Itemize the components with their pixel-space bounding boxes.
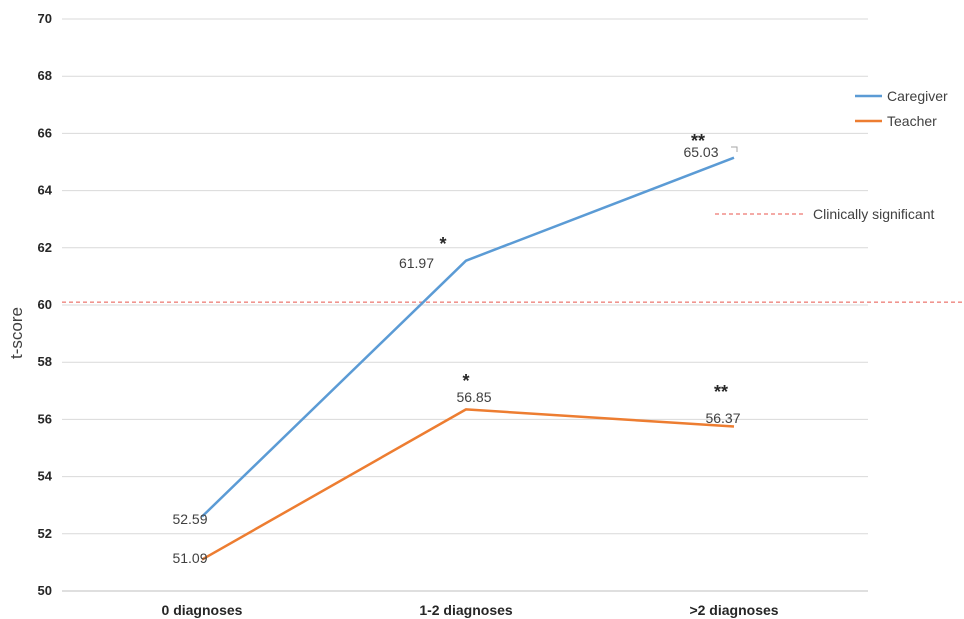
y-tick-label: 58: [38, 354, 52, 369]
y-tick-label: 62: [38, 240, 52, 255]
y-tick-label: 64: [38, 183, 53, 198]
x-tick-label: >2 diagnoses: [689, 602, 778, 618]
series-lines: [201, 156, 735, 561]
significance-marker: **: [691, 131, 705, 151]
data-label: 61.97: [399, 255, 434, 271]
data-label: 56.85: [456, 389, 491, 405]
y-tick-label: 54: [38, 469, 53, 484]
data-label: 52.59: [172, 511, 207, 527]
y-tick-label: 60: [38, 297, 52, 312]
y-tick-label: 52: [38, 526, 52, 541]
y-tick-label: 68: [38, 68, 52, 83]
data-label: 56.37: [705, 410, 740, 426]
legend-label: Clinically significant: [813, 206, 934, 222]
x-tick-label: 0 diagnoses: [162, 602, 243, 618]
x-tick-label: 1-2 diagnoses: [419, 602, 513, 618]
series-line-teacher: [201, 408, 735, 561]
label-leader-line: [731, 146, 738, 152]
y-tick-label: 50: [38, 583, 52, 598]
significance-marker: **: [714, 382, 728, 402]
y-axis-label: t-score: [7, 307, 26, 359]
gridlines: [62, 18, 868, 592]
y-tick-label: 66: [38, 125, 52, 140]
legend-label: Caregiver: [887, 88, 948, 104]
significance-marker: *: [439, 234, 446, 254]
data-label: 51.09: [172, 550, 207, 566]
data-label: 65.03: [683, 144, 718, 160]
legend: Caregiver Teacher Clinically significant: [715, 88, 948, 222]
y-tick-label: 56: [38, 411, 52, 426]
series-line-caregiver: [201, 156, 735, 518]
significance-marker: *: [462, 371, 469, 391]
legend-label: Teacher: [887, 113, 937, 129]
x-axis-ticks: 0 diagnoses 1-2 diagnoses >2 diagnoses: [162, 602, 779, 618]
y-axis-ticks: 50 52 54 56 58 60 62 64 66 68 70: [38, 11, 53, 598]
y-tick-label: 70: [38, 11, 52, 26]
